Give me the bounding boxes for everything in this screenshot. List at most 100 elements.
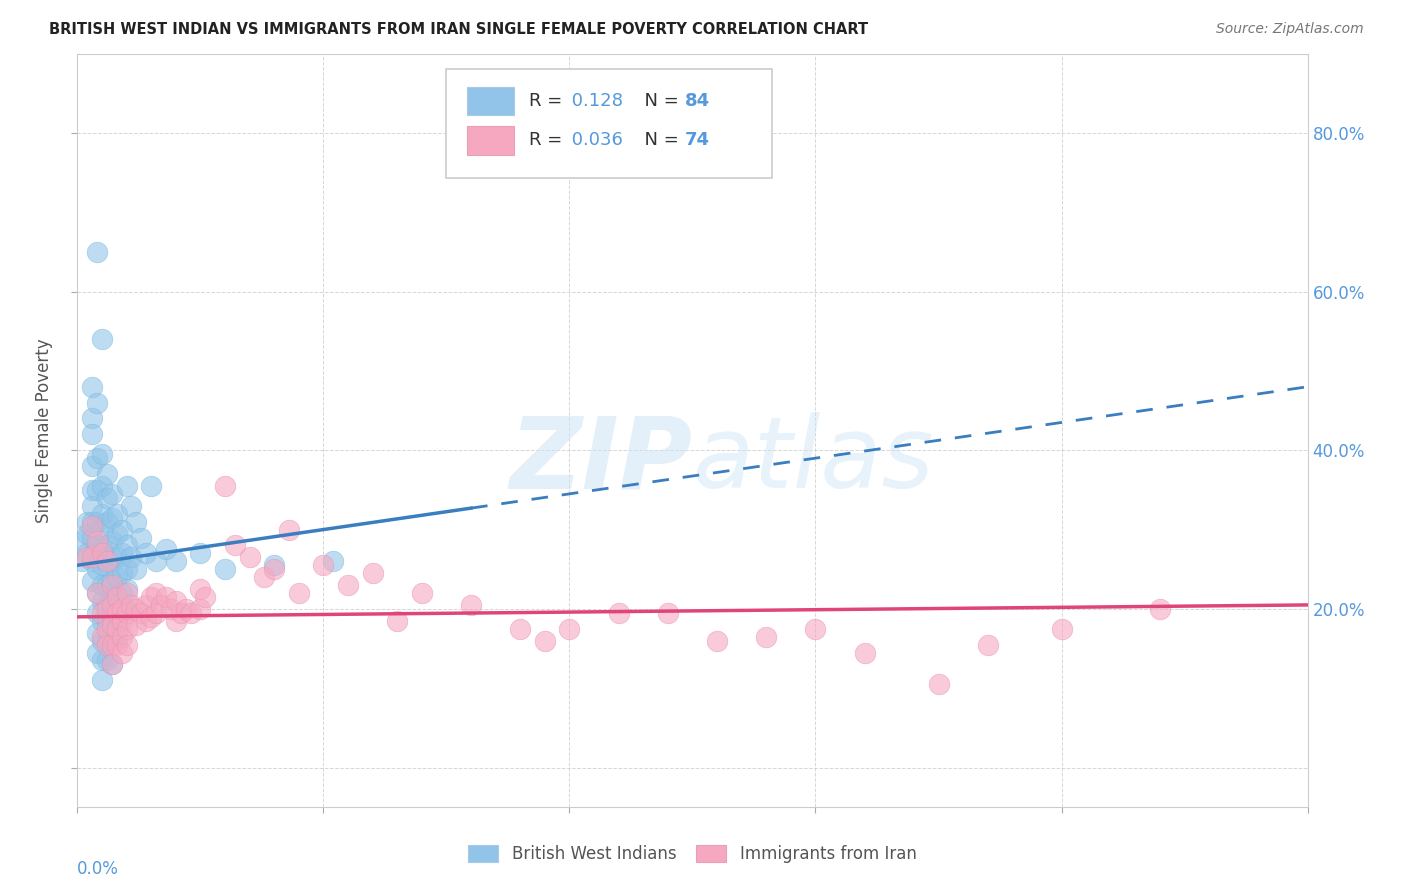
Point (214, 562, 236, 576)
Point (105, 550, 128, 565)
Point (90, 614, 114, 628)
Point (101, 578, 124, 592)
Point (141, 610, 163, 624)
Point (96, 467, 118, 481)
Point (90, 542, 114, 557)
Point (115, 606, 138, 620)
Point (101, 554, 124, 568)
Point (111, 630, 132, 644)
Point (101, 598, 124, 612)
Point (96, 538, 118, 552)
Point (337, 578, 360, 592)
Point (82, 550, 104, 565)
Point (96, 622, 118, 636)
Text: BRITISH WEST INDIAN VS IMMIGRANTS FROM IRAN SINGLE FEMALE POVERTY CORRELATION CH: BRITISH WEST INDIAN VS IMMIGRANTS FROM I… (49, 22, 869, 37)
Point (101, 510, 124, 524)
Text: Source: ZipAtlas.com: Source: ZipAtlas.com (1216, 22, 1364, 37)
Point (70, 554, 93, 568)
Point (111, 586, 132, 600)
Point (170, 606, 193, 620)
Point (190, 546, 212, 560)
FancyBboxPatch shape (447, 69, 772, 178)
Point (288, 586, 311, 600)
Point (90, 630, 114, 644)
Point (150, 598, 173, 612)
Point (105, 638, 128, 652)
Point (76, 515, 98, 529)
Point (190, 602, 212, 616)
Point (115, 586, 138, 600)
Point (86, 451, 108, 466)
Point (115, 622, 138, 636)
Point (96, 653, 118, 667)
Point (101, 638, 124, 652)
Point (125, 602, 148, 616)
Y-axis label: Single Female Poverty: Single Female Poverty (35, 338, 53, 523)
Point (86, 586, 108, 600)
Point (145, 554, 167, 568)
Point (96, 614, 118, 628)
Point (76, 546, 98, 560)
Point (101, 594, 124, 608)
Point (70, 534, 93, 549)
Point (96, 578, 118, 592)
Point (411, 586, 433, 600)
Point (90, 546, 114, 560)
Point (322, 554, 344, 568)
Point (263, 562, 285, 576)
Point (111, 546, 132, 560)
Point (977, 638, 1000, 652)
Point (90, 653, 114, 667)
Point (155, 542, 177, 557)
Point (101, 657, 124, 672)
Point (387, 614, 409, 628)
Point (125, 562, 148, 576)
Point (1050, 622, 1073, 636)
Text: N =: N = (634, 131, 685, 149)
Point (96, 491, 118, 505)
Point (86, 483, 108, 497)
Point (115, 638, 138, 652)
Point (239, 550, 262, 565)
Point (1149, 602, 1171, 616)
Point (101, 487, 124, 501)
Point (115, 562, 138, 576)
Point (96, 602, 118, 616)
Point (105, 570, 128, 584)
Point (755, 630, 778, 644)
Point (105, 590, 128, 604)
Point (141, 590, 163, 604)
Point (82, 531, 104, 545)
Point (141, 479, 163, 493)
Point (253, 570, 276, 584)
Point (460, 598, 482, 612)
Point (90, 479, 114, 493)
Point (155, 590, 177, 604)
Point (174, 602, 197, 616)
Point (76, 550, 98, 565)
Point (86, 606, 108, 620)
Point (76, 526, 98, 541)
Point (82, 427, 104, 442)
Point (105, 606, 128, 620)
Text: R =: R = (529, 131, 568, 149)
Point (263, 558, 285, 573)
Point (86, 534, 108, 549)
Legend: British West Indians, Immigrants from Iran: British West Indians, Immigrants from Ir… (468, 845, 917, 863)
Point (115, 479, 138, 493)
Point (111, 646, 132, 660)
Point (121, 550, 143, 565)
Text: 0.128: 0.128 (565, 92, 623, 110)
Point (111, 602, 132, 616)
Point (82, 574, 104, 589)
Point (115, 538, 138, 552)
Point (101, 617, 124, 632)
Point (135, 598, 157, 612)
Point (115, 602, 138, 616)
Point (194, 590, 217, 604)
Point (804, 622, 827, 636)
Point (105, 590, 128, 604)
Bar (467, 126, 515, 154)
Point (131, 531, 153, 545)
Point (86, 244, 108, 259)
